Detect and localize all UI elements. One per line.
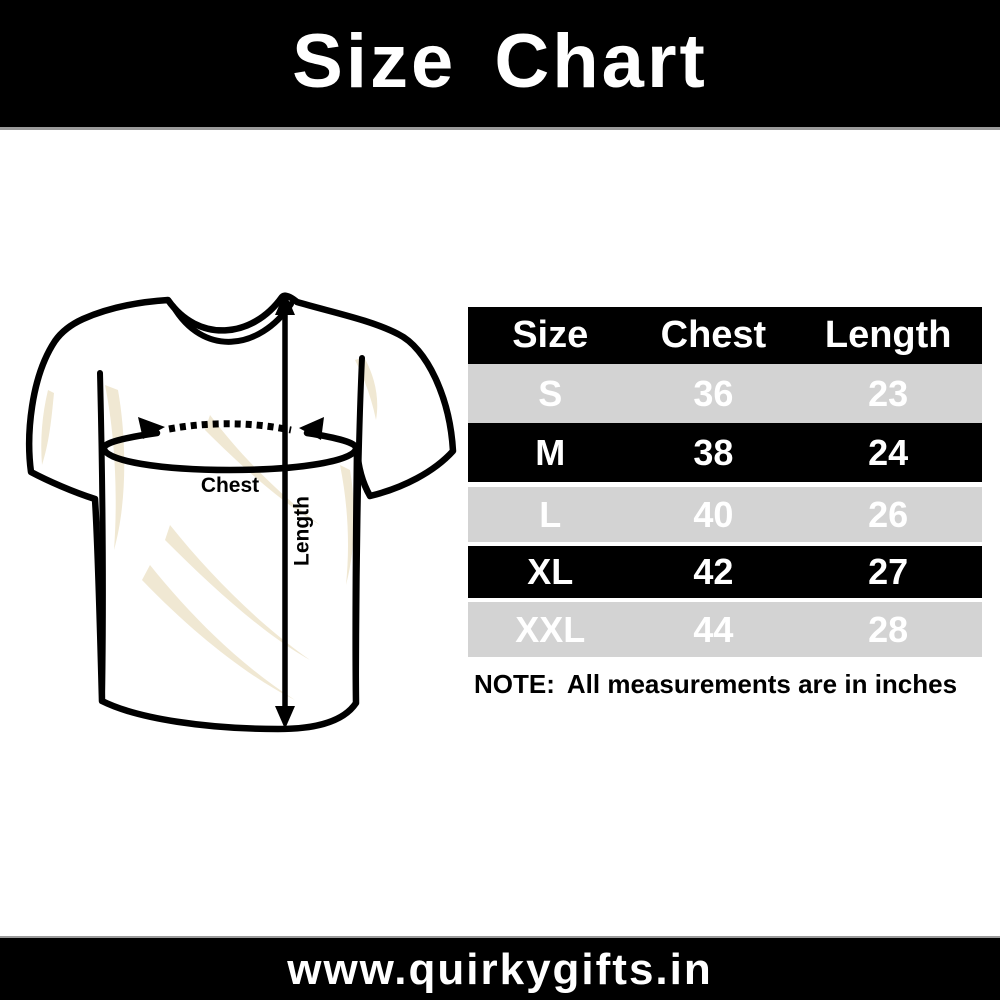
size-cell: M [535,431,566,473]
chest-arrow-right-icon [299,417,324,440]
chest-cell: 40 [693,493,734,535]
footer-banner: www.quirkygifts.in [0,936,1000,1000]
chest-cell: 36 [693,372,734,414]
table-row-s: S 36 23 [468,364,982,423]
collar-inner-line [170,301,294,345]
table-row-m: M 38 24 [468,423,982,482]
size-table: Size Chest Length S 36 23 M 38 24 L 40 2… [468,307,982,657]
table-row-xxl: XXL 44 28 [468,602,982,657]
size-cell: XXL [515,608,586,650]
chest-ellipse [100,429,360,474]
length-cell: 24 [868,431,909,473]
left-seam-line [97,370,106,704]
length-arrow-down-icon [275,706,295,729]
size-cell: XL [527,551,574,592]
chest-cell: 44 [693,608,734,650]
column-header-size: Size [512,314,589,356]
header-banner: Size Chart [0,0,1000,130]
chest-cell: 38 [693,431,734,473]
right-seam-line [353,355,365,706]
length-arrow-up-icon [275,292,295,315]
length-cell: 27 [868,551,909,592]
table-row-xl: XL 42 27 [468,546,982,598]
measurement-note: NOTE: All measurements are in inches [474,669,994,700]
chest-cell: 42 [693,551,734,592]
page-title: Size Chart [292,19,708,104]
table-header-row: Size Chest Length [468,307,982,364]
column-header-chest: Chest [660,314,767,356]
website-url: www.quirkygifts.in [287,945,713,994]
length-label: Length [291,496,314,566]
chest-arrow-left-icon [138,417,165,439]
length-cell: 26 [868,493,909,535]
note-label: NOTE: [474,669,555,699]
chest-dotted-line [168,420,292,434]
length-cell: 28 [868,608,909,650]
size-cell: L [539,493,562,535]
size-cell: S [538,372,563,414]
chest-label: Chest [201,474,259,497]
note-text: All measurements are in inches [566,669,958,699]
column-header-length: Length [824,314,952,356]
tshirt-illustration: Chest Length [10,292,470,745]
length-cell: 23 [868,372,909,414]
table-row-l: L 40 26 [468,487,982,542]
